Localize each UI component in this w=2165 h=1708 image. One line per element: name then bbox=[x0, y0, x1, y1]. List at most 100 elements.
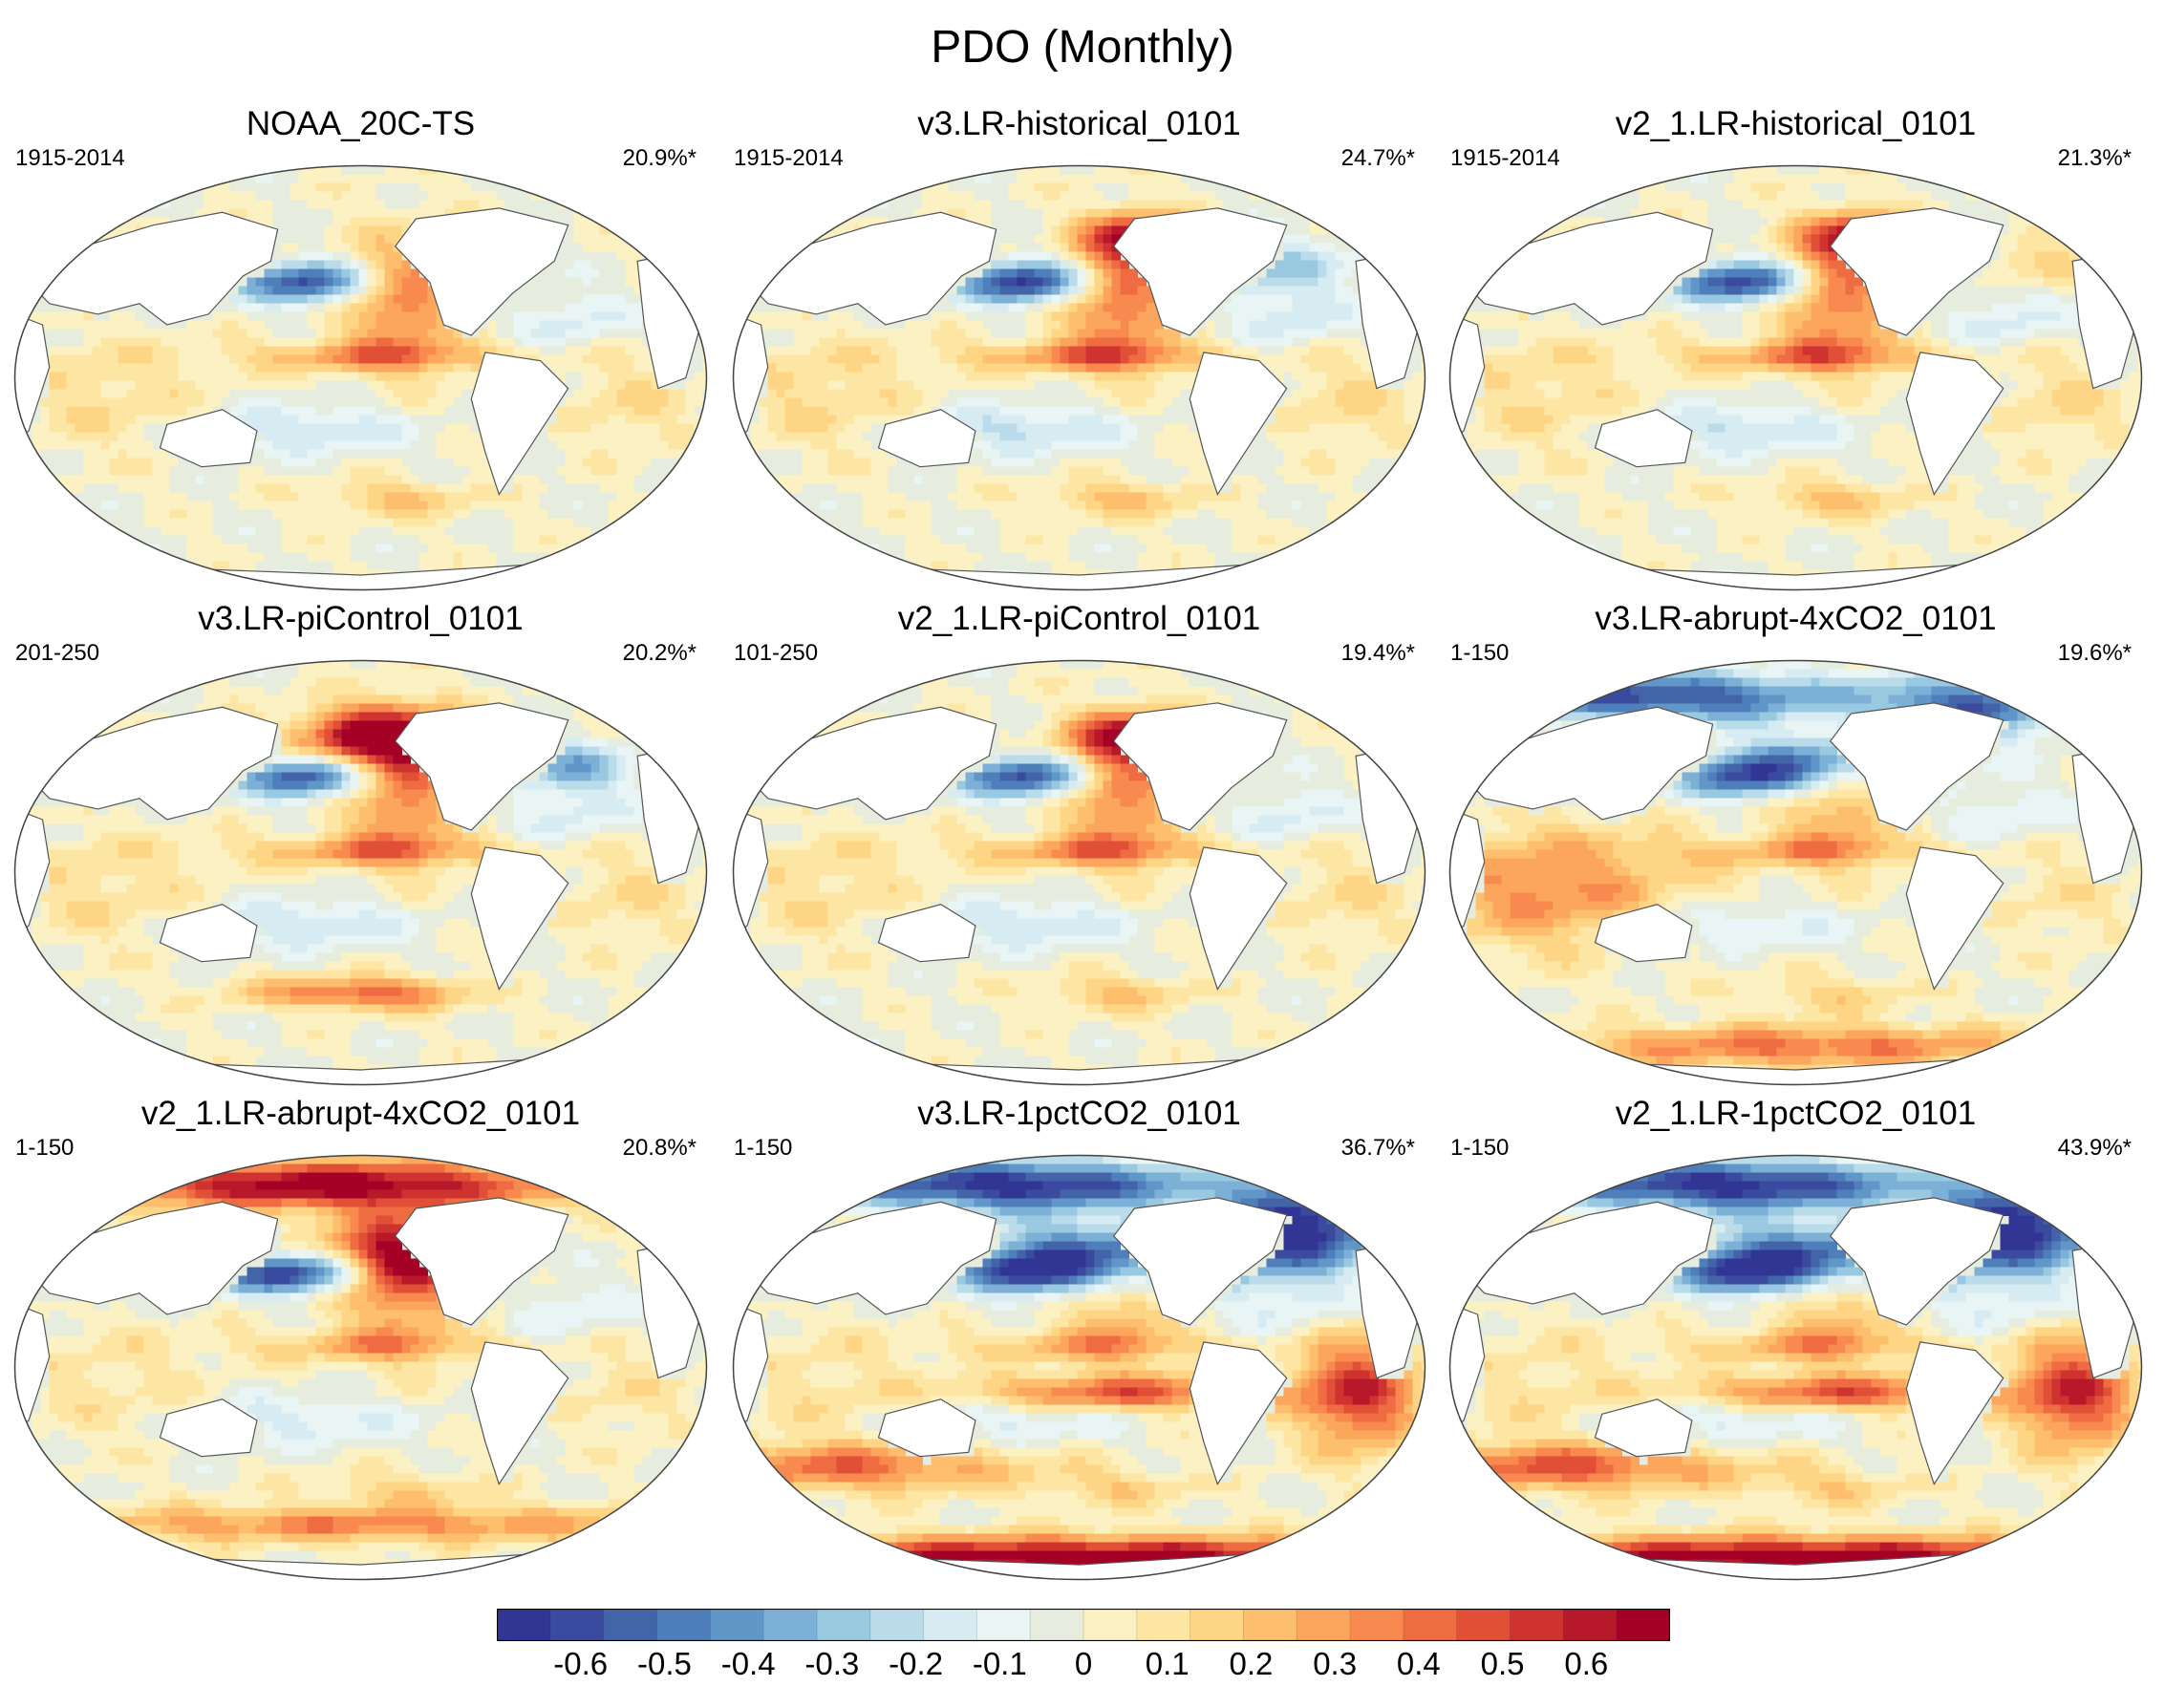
field-cell bbox=[49, 561, 58, 570]
field-cell bbox=[1154, 389, 1164, 398]
field-cell bbox=[367, 380, 376, 390]
field-cell bbox=[1343, 337, 1353, 347]
field-cell bbox=[1404, 397, 1413, 407]
field-cell bbox=[453, 440, 462, 450]
field-cell bbox=[539, 449, 548, 459]
field-cell bbox=[444, 518, 454, 527]
field-cell bbox=[651, 423, 660, 433]
field-cell bbox=[264, 380, 273, 390]
field-cell bbox=[315, 234, 325, 244]
field-cell bbox=[802, 217, 811, 226]
field-cell bbox=[358, 372, 368, 381]
field-cell bbox=[57, 182, 67, 192]
field-cell bbox=[393, 561, 402, 570]
field-cell bbox=[1008, 380, 1018, 390]
field-cell bbox=[418, 458, 428, 467]
field-cell bbox=[556, 329, 566, 338]
field-cell bbox=[100, 501, 110, 510]
field-cell bbox=[827, 372, 837, 381]
field-cell bbox=[212, 501, 222, 510]
field-cell bbox=[974, 354, 983, 364]
field-cell bbox=[1051, 415, 1061, 424]
field-cell bbox=[229, 492, 239, 502]
field-cell bbox=[1318, 260, 1327, 269]
field-cell bbox=[238, 320, 247, 330]
field-cell bbox=[393, 389, 402, 398]
field-cell bbox=[1137, 311, 1147, 321]
field-cell bbox=[92, 535, 101, 544]
field-cell bbox=[358, 535, 368, 544]
field-cell bbox=[870, 329, 880, 338]
field-cell bbox=[255, 440, 265, 450]
field-cell bbox=[324, 329, 333, 338]
field-cell bbox=[384, 234, 394, 244]
field-cell bbox=[513, 320, 523, 330]
field-cell bbox=[547, 182, 557, 192]
field-cell bbox=[922, 354, 932, 364]
field-cell bbox=[1249, 303, 1258, 312]
field-cell bbox=[1017, 286, 1026, 295]
field-cell bbox=[350, 535, 359, 544]
field-cell bbox=[169, 509, 179, 519]
field-cell bbox=[1085, 277, 1095, 287]
field-cell bbox=[956, 208, 966, 218]
field-cell bbox=[298, 182, 308, 192]
field-cell bbox=[522, 526, 531, 536]
field-cell bbox=[1326, 389, 1336, 398]
field-cell bbox=[341, 329, 351, 338]
field-cell bbox=[879, 389, 889, 398]
field-cell bbox=[461, 552, 471, 562]
field-cell bbox=[324, 415, 333, 424]
field-cell bbox=[186, 380, 196, 390]
field-cell bbox=[23, 225, 32, 235]
field-cell bbox=[32, 458, 41, 467]
field-cell bbox=[1335, 260, 1344, 269]
field-cell bbox=[1077, 303, 1086, 312]
field-cell bbox=[590, 440, 600, 450]
field-cell bbox=[547, 526, 557, 536]
field-cell bbox=[539, 182, 548, 192]
field-cell bbox=[948, 406, 957, 416]
field-cell bbox=[92, 569, 101, 579]
field-cell bbox=[905, 372, 914, 381]
field-cell bbox=[827, 208, 837, 218]
field-cell bbox=[315, 303, 325, 312]
field-cell bbox=[599, 432, 609, 441]
field-cell bbox=[1120, 208, 1129, 218]
field-cell bbox=[974, 165, 983, 175]
field-cell bbox=[530, 449, 540, 459]
field-cell bbox=[307, 225, 316, 235]
field-cell bbox=[487, 200, 497, 209]
field-cell bbox=[152, 475, 161, 484]
field-cell bbox=[143, 337, 153, 347]
field-cell bbox=[827, 337, 837, 347]
field-cell bbox=[221, 200, 230, 209]
field-cell bbox=[1266, 337, 1275, 347]
field-cell bbox=[92, 544, 101, 553]
field-cell bbox=[836, 372, 846, 381]
field-cell bbox=[1292, 415, 1301, 424]
field-cell bbox=[1343, 311, 1353, 321]
field-cell bbox=[1369, 165, 1379, 175]
field-cell bbox=[1094, 406, 1104, 416]
field-cell bbox=[384, 277, 394, 287]
field-cell bbox=[582, 217, 591, 226]
field-cell bbox=[616, 243, 626, 252]
field-cell bbox=[599, 415, 609, 424]
field-cell bbox=[784, 174, 794, 183]
field-cell bbox=[1318, 354, 1327, 364]
field-cell bbox=[470, 526, 480, 536]
field-cell bbox=[427, 475, 437, 484]
field-cell bbox=[427, 406, 437, 416]
field-cell bbox=[608, 389, 617, 398]
field-cell bbox=[281, 509, 290, 519]
field-cell bbox=[307, 165, 316, 175]
field-cell bbox=[1103, 397, 1112, 407]
field-cell bbox=[358, 191, 368, 201]
field-cell bbox=[1042, 200, 1052, 209]
field-cell bbox=[999, 225, 1009, 235]
field-cell bbox=[1120, 354, 1129, 364]
field-cell bbox=[668, 251, 677, 261]
field-cell bbox=[599, 501, 609, 510]
field-cell bbox=[135, 544, 144, 553]
